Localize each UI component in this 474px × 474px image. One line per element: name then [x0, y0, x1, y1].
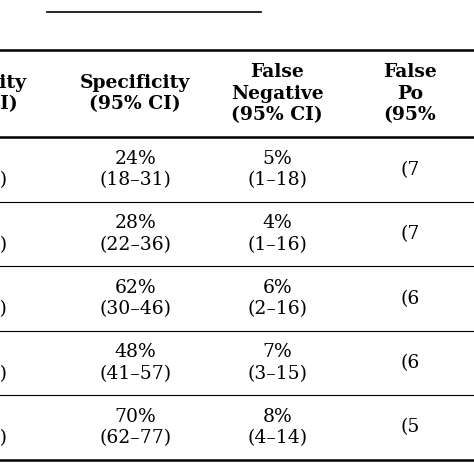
Text: (7: (7 — [401, 161, 419, 179]
Text: (6: (6 — [401, 290, 419, 308]
Text: Sensitivity
(95% CI): Sensitivity (95% CI) — [0, 74, 27, 113]
Text: 8%
(4–14): 8% (4–14) — [247, 408, 307, 447]
Text: 48%
(41–57): 48% (41–57) — [99, 343, 171, 383]
Text: 70%
(62–77): 70% (62–77) — [99, 408, 171, 447]
Text: 6%
(2–16): 6% (2–16) — [247, 279, 307, 319]
Text: 73%
(64–86): 73% (64–86) — [0, 408, 8, 447]
Text: (7: (7 — [401, 225, 419, 243]
Text: False
Po
(95%: False Po (95% — [383, 63, 437, 124]
Text: 94%
(78–89): 94% (78–89) — [0, 214, 8, 254]
Text: False
Negative
(95% CI): False Negative (95% CI) — [231, 63, 324, 124]
Text: (6: (6 — [401, 354, 419, 372]
Text: (5: (5 — [401, 419, 419, 437]
Text: 62%
(30–46): 62% (30–46) — [99, 279, 171, 319]
Text: 5%
(1–18): 5% (1–18) — [247, 150, 307, 190]
Text: 7%
(3–15): 7% (3–15) — [247, 343, 307, 383]
Text: 28%
(22–36): 28% (22–36) — [99, 214, 171, 254]
Text: 24%
(18–31): 24% (18–31) — [99, 150, 171, 190]
Text: 88%
(71–96): 88% (71–96) — [0, 279, 8, 319]
Text: Specificity
(95% CI): Specificity (95% CI) — [80, 74, 190, 113]
Text: 82%
(64–92): 82% (64–92) — [0, 343, 8, 383]
Text: 94%
(78–89): 94% (78–89) — [0, 150, 8, 190]
Text: 4%
(1–16): 4% (1–16) — [247, 214, 307, 254]
